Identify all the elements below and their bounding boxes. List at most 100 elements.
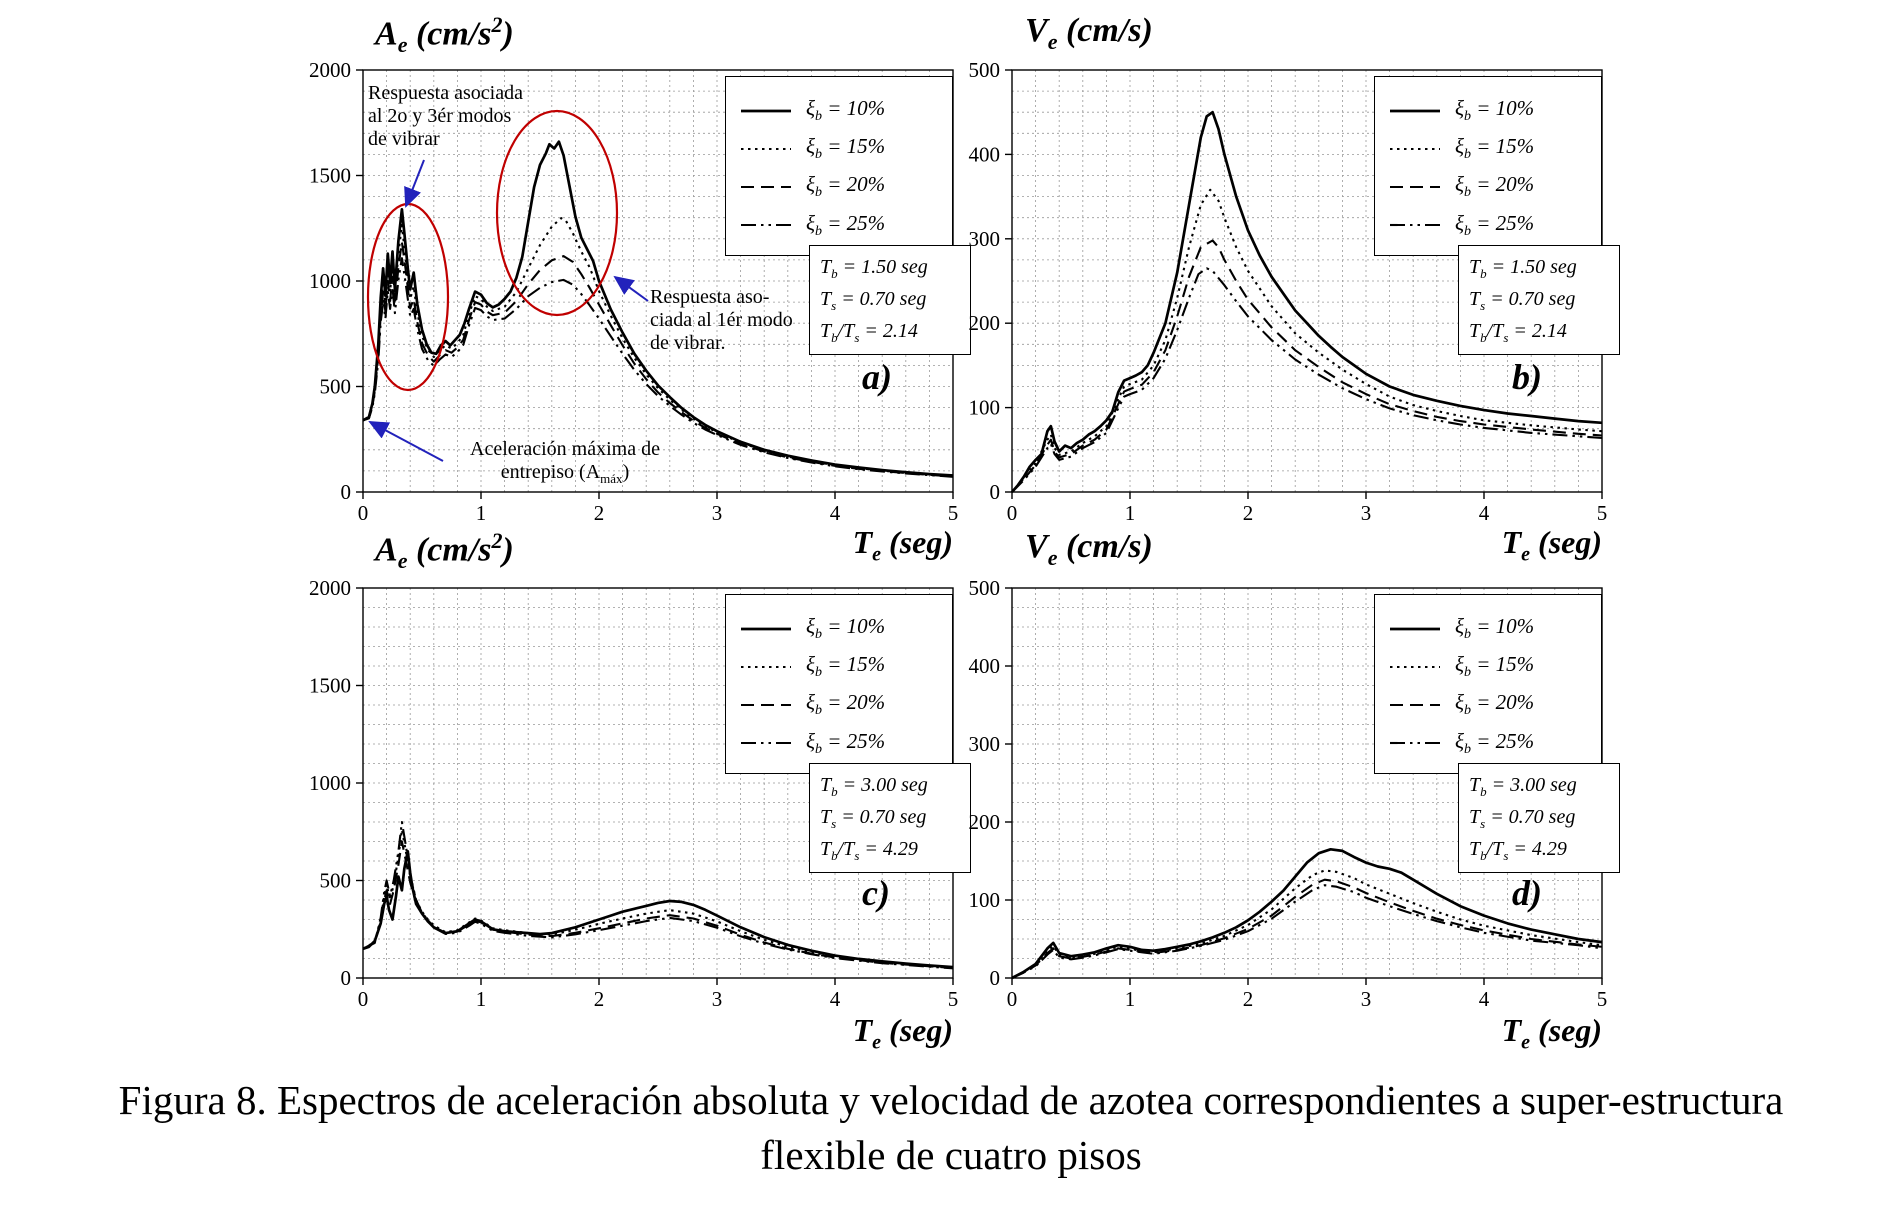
series-d-0 xyxy=(1011,847,1603,980)
axis-title-b: Ve (cm/s) xyxy=(1025,12,1153,54)
x-tick-label: 0 xyxy=(358,501,369,525)
legend-line-sample xyxy=(1390,185,1440,189)
x-tick-label: 3 xyxy=(1361,501,1372,525)
legend-label: ξb = 25% xyxy=(806,728,886,757)
legend-row: ξb = 20% xyxy=(740,690,940,719)
legend-row: ξb = 20% xyxy=(1389,690,1589,719)
series-b-0 xyxy=(1010,110,1603,493)
annotation-line: Respuesta asociada xyxy=(368,82,523,104)
legend-line-sample xyxy=(1390,703,1440,707)
legend-label: ξb = 20% xyxy=(806,172,886,201)
param-line: Tb = 3.00 seg xyxy=(820,774,928,799)
series-d-1 xyxy=(1011,869,1603,979)
x-tick-label: 5 xyxy=(948,501,959,525)
annotation-line: de vibrar. xyxy=(650,332,726,355)
legend-row: ξb = 25% xyxy=(740,211,940,240)
x-tick-label: 4 xyxy=(830,501,841,525)
param-line: Tb/Ts = 4.29 xyxy=(820,838,918,864)
y-tick-label: 200 xyxy=(969,810,1001,834)
legend-label: ξb = 15% xyxy=(1455,652,1535,681)
legend-line-sample xyxy=(741,147,791,150)
series-c-3 xyxy=(362,820,954,970)
y-tick-label: 1500 xyxy=(309,674,351,698)
y-tick-label: 0 xyxy=(990,480,1001,504)
annotation-line: ciada al 1ér modo xyxy=(650,309,793,332)
param-line: Ts = 0.70 seg xyxy=(1469,806,1576,832)
legend-label: ξb = 20% xyxy=(806,690,886,719)
y-tick-label: 1500 xyxy=(309,164,351,188)
x-axis-label-b: Te (seg) xyxy=(1501,524,1602,566)
legend-label: ξb = 10% xyxy=(806,614,886,643)
x-tick-label: 4 xyxy=(1479,501,1490,525)
y-tick-label: 500 xyxy=(969,576,1001,600)
legend-d: ξb = 10% ξb = 15% ξb = 20% ξb = 25% xyxy=(1374,594,1602,774)
legend-row: ξb = 10% xyxy=(1389,96,1589,125)
y-tick-label: 1000 xyxy=(309,771,351,795)
x-tick-label: 1 xyxy=(1125,501,1136,525)
legend-label: ξb = 20% xyxy=(1455,172,1535,201)
y-tick-label: 100 xyxy=(969,888,1001,912)
legend-row: ξb = 10% xyxy=(1389,614,1589,643)
y-tick-label: 500 xyxy=(969,58,1001,82)
legend-row: ξb = 20% xyxy=(740,172,940,201)
param-line: Tb = 3.00 seg xyxy=(1469,774,1577,799)
y-tick-label: 500 xyxy=(320,375,352,399)
legend-line-sample xyxy=(741,665,791,668)
x-tick-label: 4 xyxy=(1479,987,1490,1011)
param-line: Ts = 0.70 seg xyxy=(1469,288,1576,314)
legend-row: ξb = 15% xyxy=(1389,134,1589,163)
x-tick-label: 1 xyxy=(476,987,487,1011)
x-axis-label-c: Te (seg) xyxy=(852,1012,953,1054)
legend-line-sample xyxy=(1390,147,1440,150)
legend-row: ξb = 15% xyxy=(1389,652,1589,681)
x-tick-label: 3 xyxy=(712,987,723,1011)
y-tick-label: 500 xyxy=(320,869,352,893)
annotation-amax: Aceleración máxima de entrepiso (Amáx) xyxy=(445,438,685,486)
axis-ticks xyxy=(356,69,954,499)
legend-line-sample xyxy=(1390,742,1440,745)
legend-line-sample xyxy=(1390,665,1440,668)
param-line: Tb/Ts = 2.14 xyxy=(1469,320,1567,346)
legend-label: ξb = 15% xyxy=(806,134,886,163)
x-tick-label: 3 xyxy=(1361,987,1372,1011)
series-a-1 xyxy=(362,217,954,478)
legend-label: ξb = 15% xyxy=(806,652,886,681)
x-tick-label: 3 xyxy=(712,501,723,525)
legend-row: ξb = 25% xyxy=(740,729,940,758)
legend-label: ξb = 25% xyxy=(1455,210,1535,239)
legend-row: ξb = 25% xyxy=(1389,211,1589,240)
x-tick-label: 0 xyxy=(358,987,369,1011)
legend-row: ξb = 15% xyxy=(740,652,940,681)
legend-a: ξb = 10% ξb = 15% ξb = 20% ξb = 25% xyxy=(725,76,953,256)
legend-line-sample xyxy=(741,627,791,630)
legend-line-sample xyxy=(741,185,791,189)
legend-line-sample xyxy=(741,703,791,707)
annotation-line: al 2o y 3ér modos xyxy=(368,105,512,128)
x-axis-label-d: Te (seg) xyxy=(1501,1012,1602,1054)
y-tick-label: 0 xyxy=(341,480,352,504)
tick-labels: 0 1 2 3 4 5 0 100 200 300 400 500 xyxy=(969,58,1608,525)
x-tick-label: 1 xyxy=(1125,987,1136,1011)
y-tick-label: 300 xyxy=(969,732,1001,756)
axis-ticks xyxy=(1005,69,1603,499)
y-tick-label: 2000 xyxy=(309,58,351,82)
legend-line-sample xyxy=(741,742,791,745)
y-tick-label: 0 xyxy=(341,966,352,990)
series-b-2 xyxy=(1011,239,1603,493)
legend-line-sample xyxy=(741,109,791,112)
series-d-3 xyxy=(1011,884,1603,979)
x-axis-label-a: Te (seg) xyxy=(852,524,953,566)
params-box-b: Tb = 1.50 seg Ts = 0.70 seg Tb/Ts = 2.14 xyxy=(1458,245,1620,356)
legend-line-sample xyxy=(741,224,791,227)
y-tick-label: 300 xyxy=(969,227,1001,251)
param-line: Tb = 1.50 seg xyxy=(820,256,928,281)
legend-label: ξb = 10% xyxy=(806,96,886,125)
panel-letter-c: c) xyxy=(862,873,890,913)
params-box-d: Tb = 3.00 seg Ts = 0.70 seg Tb/Ts = 4.29 xyxy=(1458,763,1620,874)
legend-label: ξb = 25% xyxy=(1455,728,1535,757)
axis-ticks xyxy=(356,587,954,985)
legend-label: ξb = 20% xyxy=(1455,690,1535,719)
x-tick-label: 5 xyxy=(948,987,959,1011)
params-box-c: Tb = 3.00 seg Ts = 0.70 seg Tb/Ts = 4.29 xyxy=(809,763,971,874)
